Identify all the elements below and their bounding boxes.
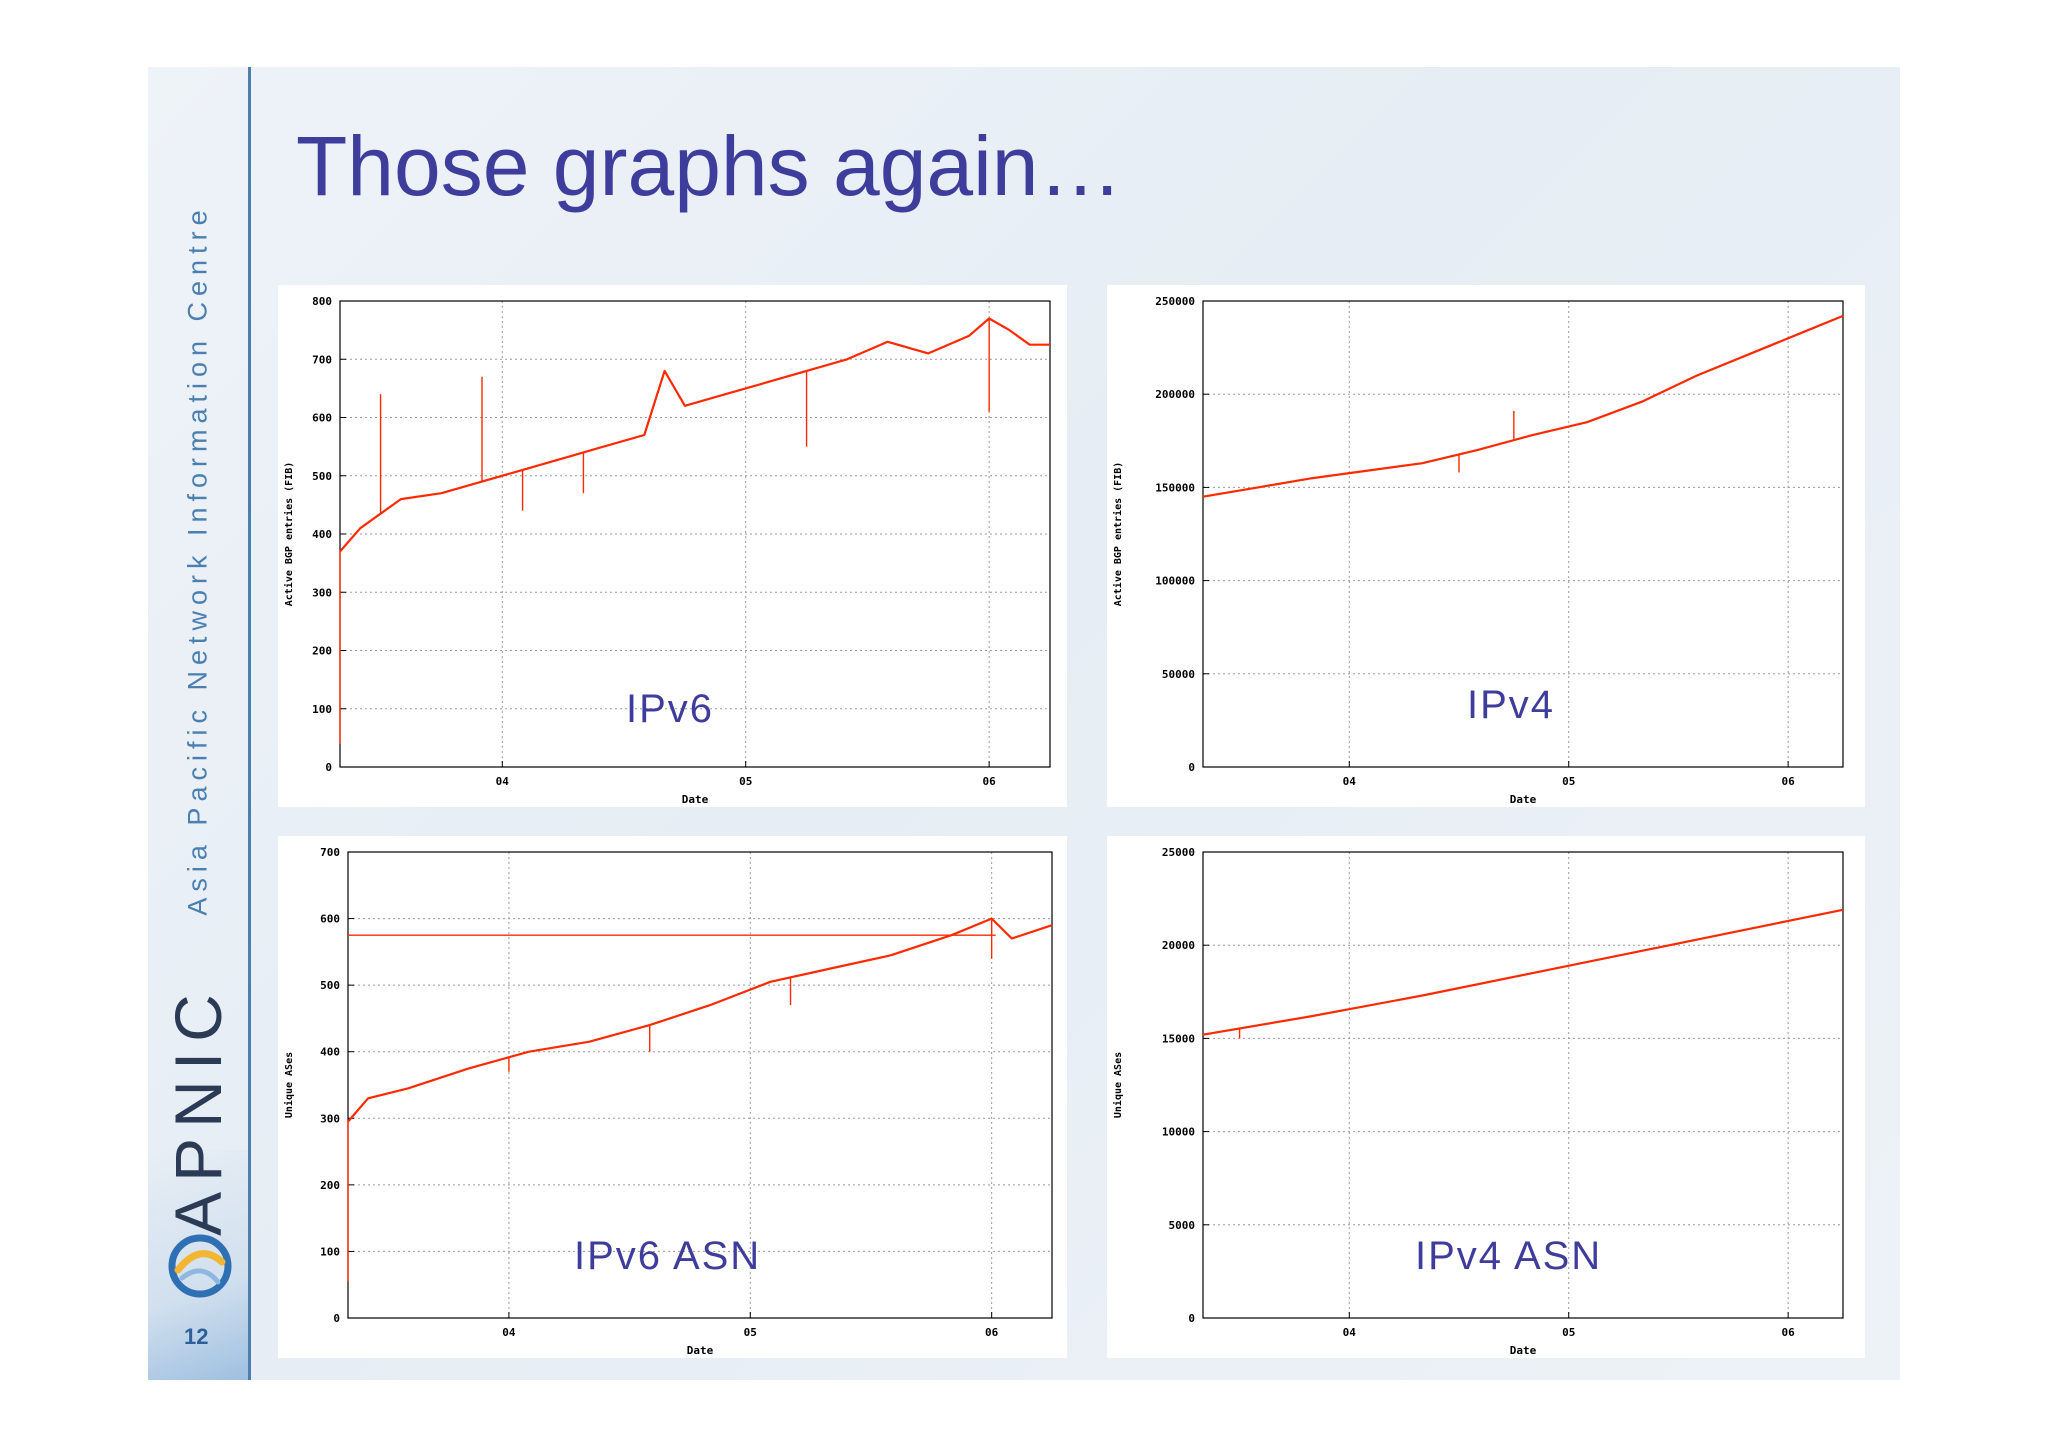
series-line (347, 917, 1053, 1123)
x-tick-label: 04 (502, 1326, 516, 1339)
x-tick-label: 05 (1562, 1326, 1575, 1339)
y-tick-label: 500 (312, 470, 332, 483)
chart-overlay-label: IPv6 ASN (574, 1234, 762, 1278)
y-tick-label: 200000 (1155, 388, 1195, 401)
x-axis-label: Date (682, 793, 709, 806)
y-tick-label: 100000 (1155, 575, 1195, 588)
series-line (1202, 314, 1844, 498)
y-tick-label: 25000 (1162, 846, 1195, 859)
y-tick-label: 0 (1188, 761, 1195, 774)
x-tick-label: 06 (985, 1326, 999, 1339)
x-axis-label: Date (1510, 793, 1537, 806)
chart-overlay-label: IPv4 (1467, 683, 1556, 727)
y-tick-label: 0 (333, 1312, 340, 1325)
y-tick-label: 400 (312, 528, 332, 541)
apnic-logo-icon (168, 1234, 232, 1298)
y-tick-label: 200 (320, 1179, 340, 1192)
y-tick-label: 150000 (1155, 481, 1195, 494)
y-tick-label: 50000 (1162, 668, 1195, 681)
y-tick-label: 0 (325, 761, 332, 774)
page-number: 12 (184, 1324, 209, 1349)
chart-ipv6-asn: 0 100 200 300 400 500 600 700 04 05 06 Date Unique A… (283, 846, 1053, 1357)
y-tick-label: 100 (320, 1245, 340, 1258)
series-line (1202, 908, 1844, 1036)
y-tick-label: 700 (320, 846, 340, 859)
y-tick-label: 20000 (1162, 939, 1195, 952)
y-tick-label: 600 (320, 913, 340, 926)
y-tick-label: 300 (320, 1112, 340, 1125)
y-tick-label: 0 (1188, 1312, 1195, 1325)
y-axis-label: Unique ASes (1112, 1052, 1124, 1118)
plot-frame (1202, 300, 1844, 768)
x-axis-label: Date (1510, 1344, 1537, 1357)
y-tick-label: 700 (312, 353, 332, 366)
chart-ipv4-asn: 0 5000 10000 15000 20000 25000 04 05 06 Date Uniqu… (1112, 846, 1844, 1357)
left-divider (248, 67, 251, 1380)
x-tick-label: 04 (1343, 775, 1357, 788)
x-tick-label: 04 (496, 775, 510, 788)
plot-frame (1202, 851, 1844, 1319)
y-tick-label: 400 (320, 1046, 340, 1059)
plot-frame (339, 300, 1051, 768)
x-tick-label: 06 (1782, 775, 1796, 788)
y-tick-label: 250000 (1155, 295, 1195, 308)
y-tick-label: 500 (320, 979, 340, 992)
series-line (339, 317, 1050, 553)
chart-panel-ipv4-asn: 0 5000 10000 15000 20000 25000 04 05 06 Date Uniqu… (1107, 836, 1865, 1358)
y-tick-label: 200 (312, 645, 332, 658)
x-tick-label: 05 (744, 1326, 757, 1339)
chart-overlay-label: IPv4 ASN (1415, 1234, 1603, 1278)
x-tick-label: 06 (1782, 1326, 1796, 1339)
x-tick-label: 06 (983, 775, 997, 788)
x-axis-label: Date (687, 1344, 714, 1357)
y-tick-label: 600 (312, 412, 332, 425)
plot-frame (347, 851, 1053, 1319)
chart-panel-ipv6-asn: 0 100 200 300 400 500 600 700 04 05 06 Date Unique A… (278, 836, 1067, 1358)
chart-ipv4-fib: 0 50000 100000 150000 200000 250000 04 05 06 Date… (1112, 295, 1844, 806)
y-tick-label: 300 (312, 586, 332, 599)
y-tick-label: 15000 (1162, 1032, 1195, 1045)
x-tick-label: 04 (1343, 1326, 1357, 1339)
chart-panel-ipv4-fib: 0 50000 100000 150000 200000 250000 04 05 06 Date… (1107, 285, 1865, 807)
chart-panel-ipv6-fib: 0 100 200 300 400 500 600 700 800 04 05 06 Date Activ… (278, 285, 1067, 807)
y-axis-label: Active BGP entries (FIB) (1112, 462, 1124, 607)
chart-ipv6-fib: 0 100 200 300 400 500 600 700 800 04 05 06 Date Activ… (283, 295, 1051, 806)
y-axis-label: Unique ASes (283, 1052, 295, 1118)
y-tick-label: 5000 (1169, 1219, 1196, 1232)
y-axis-label: Active BGP entries (FIB) (283, 462, 295, 607)
y-tick-label: 100 (312, 703, 332, 716)
organization-name: Asia Pacific Network Information Centre (182, 204, 213, 916)
brand-wordmark: APNIC (161, 984, 235, 1236)
y-tick-label: 10000 (1162, 1126, 1195, 1139)
slide-title: Those graphs again… (296, 119, 1123, 213)
x-tick-label: 05 (1562, 775, 1575, 788)
y-tick-label: 800 (312, 295, 332, 308)
chart-overlay-label: IPv6 (626, 687, 715, 731)
x-tick-label: 05 (739, 775, 752, 788)
